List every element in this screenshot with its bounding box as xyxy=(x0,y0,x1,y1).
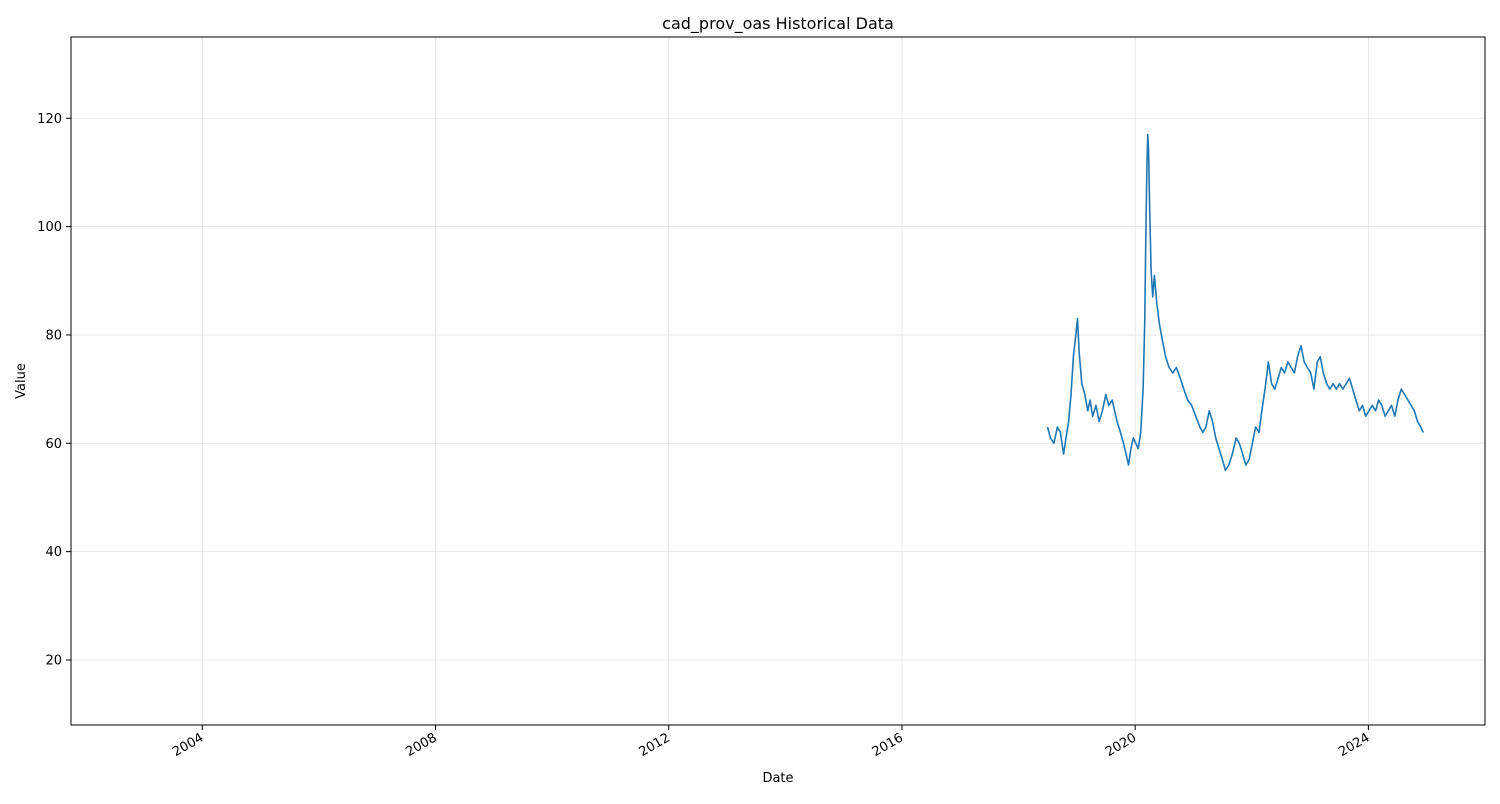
series-line xyxy=(1046,133,1424,472)
x-tick-label: 2012 xyxy=(637,730,673,760)
series-layer xyxy=(1046,133,1424,472)
y-tick-label: 20 xyxy=(45,653,62,668)
axes: 2004 2008 2012 2016 2020 2024 20 40 60 80 100 120 xyxy=(37,36,1486,760)
y-tick-label: 40 xyxy=(45,545,62,560)
y-tick-label: 60 xyxy=(45,437,62,452)
x-tick-label: 2024 xyxy=(1336,730,1372,760)
x-axis-label: Date xyxy=(762,771,793,786)
chart-title: cad_prov_oas Historical Data xyxy=(662,14,894,34)
x-tick-label: 2016 xyxy=(870,730,906,760)
y-tick-label: 100 xyxy=(37,220,62,235)
x-tick-label: 2008 xyxy=(403,730,439,760)
y-tick-label: 120 xyxy=(37,112,62,127)
y-tick-label: 80 xyxy=(45,328,62,343)
x-tick-label: 2020 xyxy=(1103,730,1139,760)
plot-frame xyxy=(70,36,1486,726)
x-tick-label: 2004 xyxy=(170,730,206,760)
y-axis-label: Value xyxy=(14,363,29,399)
grid xyxy=(71,37,1485,725)
